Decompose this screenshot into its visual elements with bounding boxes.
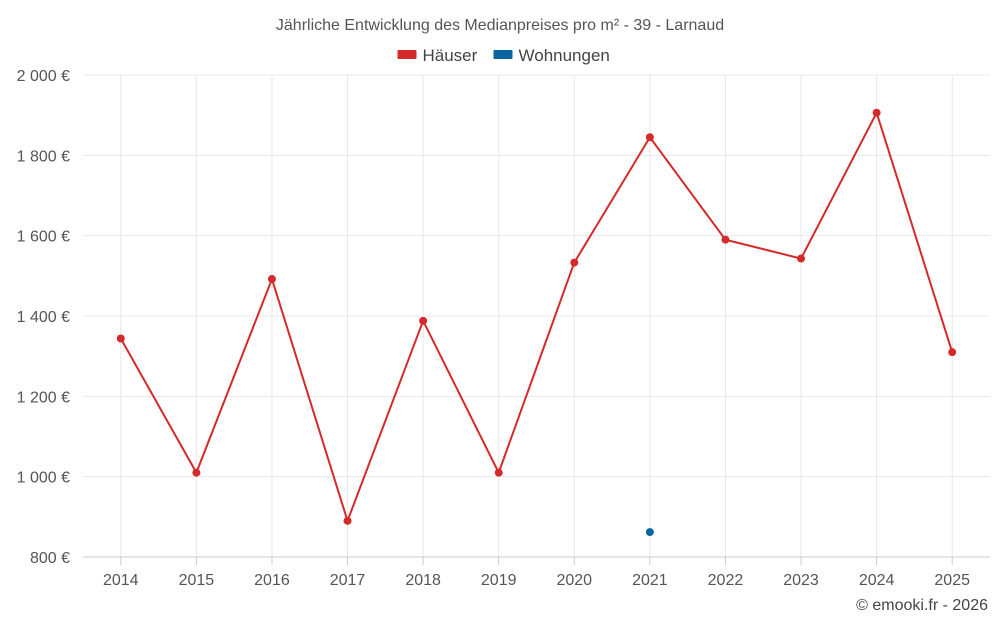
y-tick-label: 1 000 €	[17, 470, 70, 487]
legend-item-häuser[interactable]: Häuser	[397, 46, 478, 65]
y-tick-label: 1 400 €	[17, 309, 70, 326]
data-point[interactable]	[116, 334, 125, 343]
x-tick-label: 2022	[708, 572, 744, 589]
y-tick-label: 2 000 €	[17, 68, 70, 85]
x-tick-label: 2018	[405, 572, 441, 589]
legend-swatch	[493, 50, 513, 59]
x-tick-label: 2016	[254, 572, 290, 589]
y-axis: 800 € 1 000 € 1 200 € 1 400 € 1 600 € 1 800 €…	[17, 68, 70, 567]
data-point[interactable]	[570, 258, 579, 267]
legend-swatch	[397, 50, 417, 59]
data-point[interactable]	[645, 133, 654, 142]
legend-label: Wohnungen	[519, 46, 610, 65]
data-point[interactable]	[721, 235, 730, 244]
chart-title: Jährliche Entwicklung des Medianpreises …	[276, 17, 724, 34]
y-tick-label: 1 600 €	[17, 229, 70, 246]
data-point[interactable]	[797, 254, 806, 263]
legend-label: Häuser	[423, 46, 478, 65]
grid	[83, 74, 990, 558]
series-layer	[116, 108, 957, 537]
x-tick-label: 2021	[632, 572, 668, 589]
data-point[interactable]	[645, 528, 654, 537]
legend[interactable]: Häuser Wohnungen	[397, 46, 610, 65]
series-häuser	[116, 108, 957, 525]
data-point[interactable]	[343, 516, 352, 525]
legend-item-wohnungen[interactable]: Wohnungen	[493, 46, 610, 65]
data-point[interactable]	[267, 275, 276, 284]
series-wohnungen	[645, 528, 654, 537]
x-tick-label: 2025	[934, 572, 970, 589]
x-tick-label: 2017	[330, 572, 366, 589]
data-point[interactable]	[948, 348, 957, 357]
data-point[interactable]	[494, 468, 503, 477]
x-tick-label: 2014	[103, 572, 139, 589]
x-tick-label: 2024	[859, 572, 895, 589]
data-point[interactable]	[192, 468, 201, 477]
data-point[interactable]	[419, 316, 428, 325]
series-line	[119, 110, 954, 524]
data-point[interactable]	[872, 108, 881, 117]
x-tick-label: 2019	[481, 572, 517, 589]
credit-text: © emooki.fr - 2026	[856, 597, 988, 614]
y-tick-label: 800 €	[30, 550, 70, 567]
x-tick-label: 2015	[179, 572, 215, 589]
x-axis: 2014 2015 2016 2017 2018 2019 2020 2021 2022 2023…	[83, 556, 990, 589]
y-tick-label: 1 200 €	[17, 389, 70, 406]
x-tick-label: 2020	[556, 572, 592, 589]
y-tick-label: 1 800 €	[17, 148, 70, 165]
x-tick-label: 2023	[783, 572, 819, 589]
